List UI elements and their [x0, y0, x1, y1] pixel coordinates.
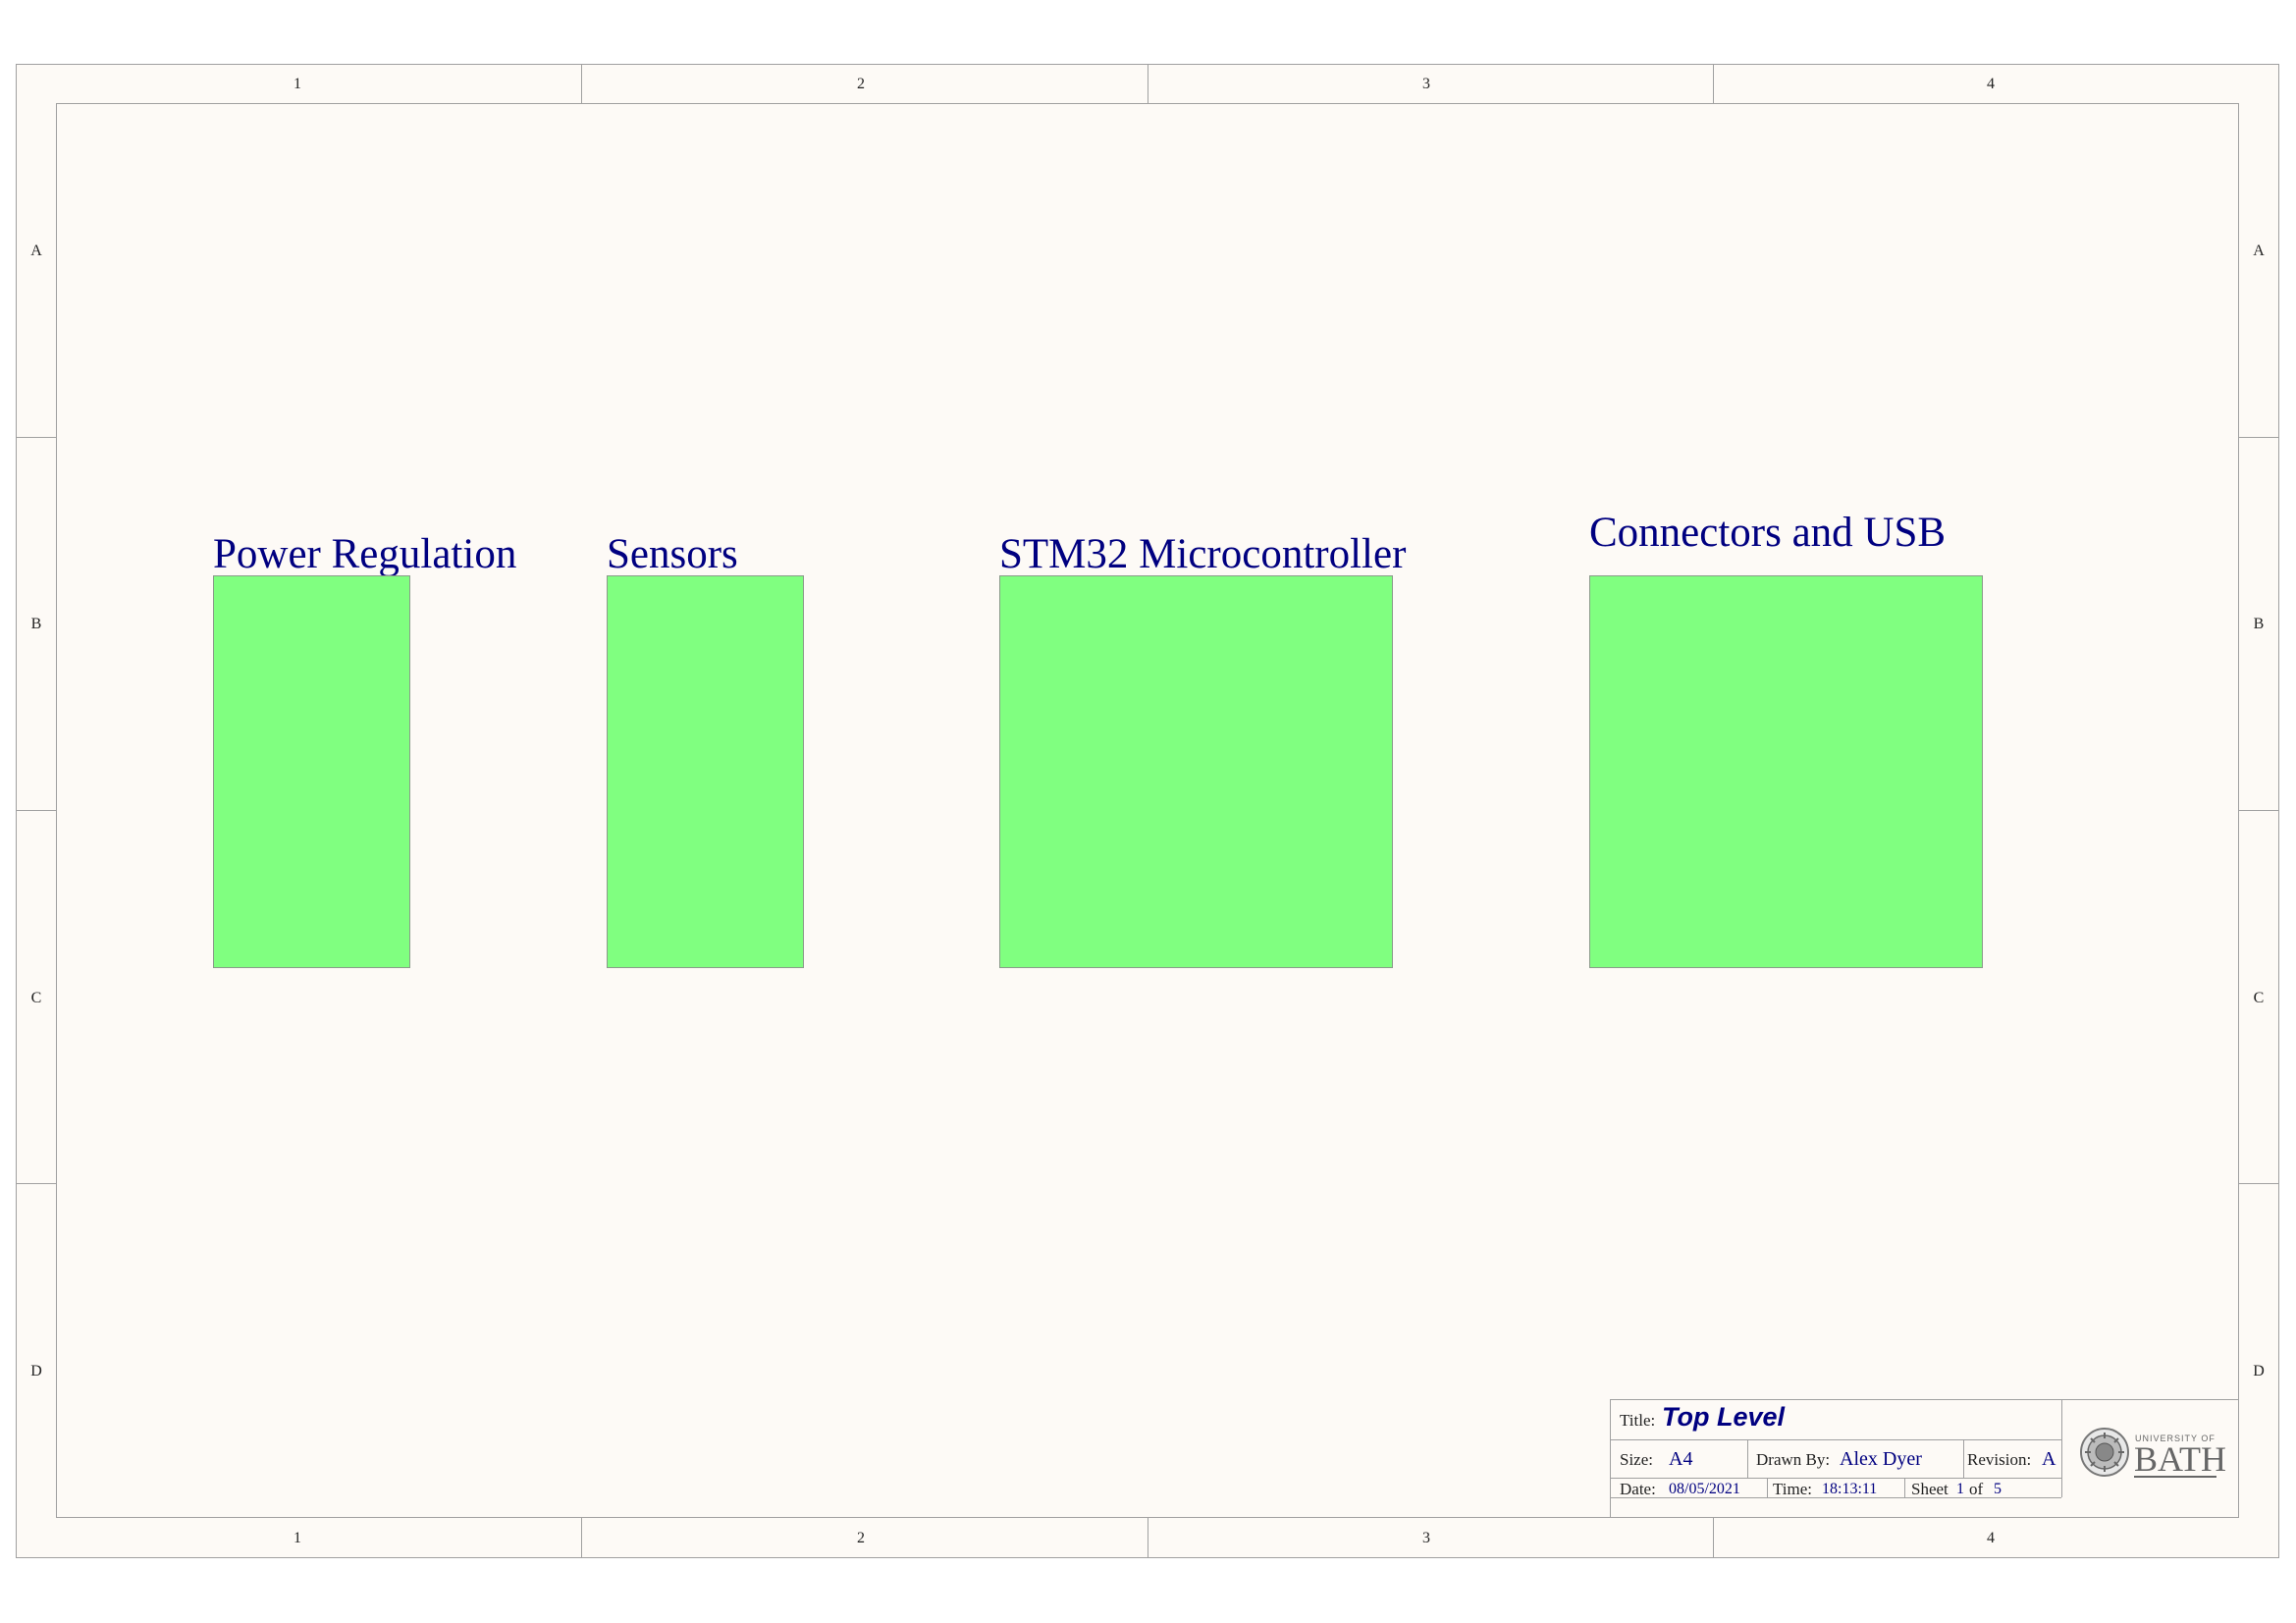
title-block-divider [1610, 1478, 2061, 1479]
zone-row-label: B [2253, 616, 2265, 632]
block-label-stm32-microcontroller: STM32 Microcontroller [999, 531, 1407, 577]
revision-value: A [2042, 1448, 2056, 1470]
block-label-power-regulation: Power Regulation [213, 531, 517, 577]
zone-column-label: 3 [1422, 76, 1430, 92]
sheet-block-power-regulation[interactable] [213, 575, 410, 968]
zone-row-label: A [30, 243, 42, 259]
zone-row-label: B [30, 616, 42, 632]
zone-column-label: 1 [294, 1530, 301, 1546]
date-value: 08/05/2021 [1669, 1481, 1740, 1497]
drawing-area [56, 103, 2239, 1518]
zone-row-label: D [30, 1363, 42, 1380]
zone-column-label: 4 [1987, 1530, 1995, 1546]
sheet-block-stm32-microcontroller[interactable] [999, 575, 1393, 968]
logo-university-of: UNIVERSITY OF [2135, 1434, 2216, 1443]
title-label: Title: [1620, 1411, 1656, 1430]
title-block-divider [2061, 1399, 2062, 1497]
date-label: Date: [1620, 1480, 1656, 1498]
university-crest-icon [2079, 1427, 2130, 1478]
zone-row-label: A [2253, 243, 2265, 259]
zone-divider [1713, 64, 1714, 103]
title-block-divider [1767, 1478, 1768, 1497]
zone-row-label: C [30, 990, 42, 1006]
revision-label: Revision: [1967, 1450, 2032, 1469]
zone-row-label: C [2253, 990, 2265, 1006]
zone-divider [581, 1518, 582, 1558]
of-label: of [1969, 1480, 1984, 1498]
title-block-divider [1904, 1478, 1905, 1497]
title-block-divider [1963, 1439, 1964, 1478]
block-label-connectors-and-usb: Connectors and USB [1589, 510, 1947, 556]
title-block-divider [1747, 1439, 1748, 1478]
zone-column-label: 2 [857, 76, 865, 92]
title-block-divider [1610, 1497, 2061, 1498]
zone-divider [2239, 437, 2279, 438]
zone-column-label: 1 [294, 76, 301, 92]
size-value: A4 [1669, 1448, 1693, 1470]
sheet-total: 5 [1994, 1481, 2002, 1497]
zone-column-label: 4 [1987, 76, 1995, 92]
zone-divider [2239, 810, 2279, 811]
drawn-by-value: Alex Dyer [1840, 1448, 1922, 1470]
zone-divider [2239, 1183, 2279, 1184]
sheet-block-sensors[interactable] [607, 575, 804, 968]
zone-row-label: D [2253, 1363, 2265, 1380]
zone-divider [581, 64, 582, 103]
logo-bath: BATH [2134, 1439, 2227, 1479]
zone-column-label: 3 [1422, 1530, 1430, 1546]
size-label: Size: [1620, 1450, 1653, 1469]
sheet-title: Top Level [1662, 1402, 1786, 1432]
zone-divider [16, 437, 56, 438]
sheet-label: Sheet [1911, 1480, 1949, 1498]
zone-column-label: 2 [857, 1530, 865, 1546]
logo-underline [2134, 1476, 2216, 1478]
time-label: Time: [1773, 1480, 1813, 1498]
sheet-number: 1 [1956, 1481, 1964, 1497]
title-block-divider [1610, 1439, 2061, 1440]
zone-divider [16, 1183, 56, 1184]
zone-divider [1713, 1518, 1714, 1558]
block-label-sensors: Sensors [607, 531, 738, 577]
drawn-by-label: Drawn By: [1756, 1450, 1831, 1469]
sheet-block-connectors-and-usb[interactable] [1589, 575, 1983, 968]
time-value: 18:13:11 [1822, 1481, 1878, 1497]
zone-divider [16, 810, 56, 811]
